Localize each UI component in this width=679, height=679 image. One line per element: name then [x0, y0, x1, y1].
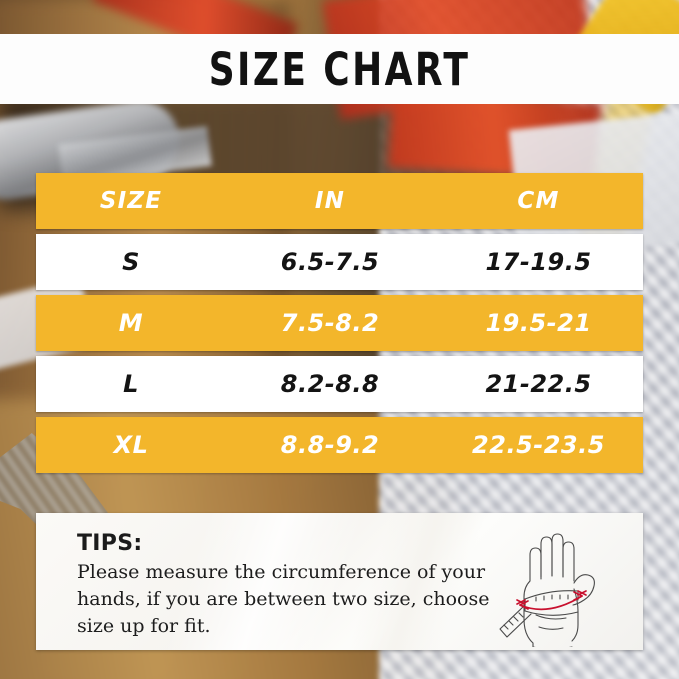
table-header-row: SIZE IN CM — [36, 173, 643, 229]
column-header-size: SIZE — [99, 188, 163, 214]
cell-cm: 21-22.5 — [485, 370, 592, 398]
cell-cm: 22.5-23.5 — [472, 431, 605, 459]
column-header-cm: CM — [517, 188, 560, 214]
tips-body: Please measure the circumference of your… — [77, 561, 490, 637]
cell-cm: 17-19.5 — [485, 248, 592, 276]
cell-size: S — [122, 248, 140, 276]
page-title: SIZE CHART — [208, 42, 471, 96]
title-banner: SIZE CHART — [0, 34, 679, 104]
cell-in: 7.5-8.2 — [280, 309, 380, 337]
hand-measure-icon — [484, 519, 619, 650]
cell-in: 8.8-9.2 — [280, 431, 380, 459]
table-row: M 7.5-8.2 19.5-21 — [36, 295, 643, 351]
tips-panel: TIPS: Please measure the circumference o… — [36, 513, 643, 650]
cell-cm: 19.5-21 — [485, 309, 592, 337]
cell-in: 8.2-8.8 — [280, 370, 380, 398]
table-row: S 6.5-7.5 17-19.5 — [36, 234, 643, 290]
size-table: SIZE IN CM S 6.5-7.5 17-19.5 M 7.5-8.2 1… — [36, 173, 643, 473]
cell-size: L — [123, 370, 139, 398]
column-header-in: IN — [314, 188, 346, 214]
table-row: XL 8.8-9.2 22.5-23.5 — [36, 417, 643, 473]
tips-text-block: TIPS: Please measure the circumference o… — [77, 531, 497, 640]
cell-size: XL — [113, 431, 149, 459]
table-row: L 8.2-8.8 21-22.5 — [36, 356, 643, 412]
tips-title: TIPS: — [77, 531, 143, 556]
cell-in: 6.5-7.5 — [280, 248, 380, 276]
cell-size: M — [118, 309, 144, 337]
